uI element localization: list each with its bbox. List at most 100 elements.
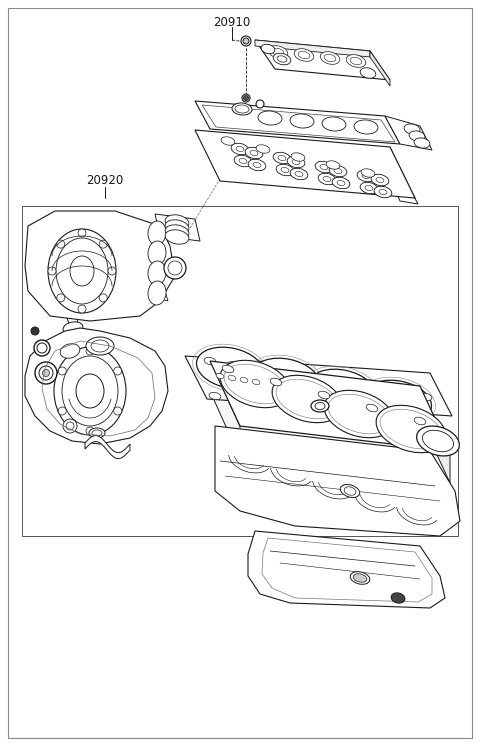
Polygon shape (185, 356, 452, 416)
Ellipse shape (290, 169, 308, 180)
Polygon shape (392, 183, 418, 204)
Polygon shape (210, 361, 240, 458)
Ellipse shape (272, 375, 342, 423)
Ellipse shape (245, 147, 263, 159)
Polygon shape (25, 328, 168, 444)
Polygon shape (148, 286, 168, 301)
Ellipse shape (291, 153, 305, 161)
Ellipse shape (414, 138, 430, 148)
Ellipse shape (222, 366, 234, 373)
Text: 20910: 20910 (214, 16, 251, 28)
Ellipse shape (365, 186, 373, 190)
Ellipse shape (31, 327, 39, 335)
Ellipse shape (281, 167, 289, 172)
Ellipse shape (312, 389, 322, 395)
Ellipse shape (396, 389, 408, 397)
Polygon shape (148, 226, 168, 241)
Ellipse shape (360, 182, 378, 194)
Ellipse shape (240, 377, 248, 383)
Ellipse shape (404, 124, 420, 134)
Ellipse shape (354, 120, 378, 134)
Polygon shape (248, 531, 445, 608)
Ellipse shape (315, 161, 333, 173)
Polygon shape (80, 424, 115, 440)
Ellipse shape (221, 137, 235, 145)
Ellipse shape (108, 267, 116, 275)
Ellipse shape (309, 369, 375, 411)
Ellipse shape (209, 392, 221, 400)
Ellipse shape (376, 405, 446, 453)
Ellipse shape (89, 428, 105, 438)
Ellipse shape (417, 426, 459, 456)
Ellipse shape (231, 143, 249, 154)
Polygon shape (195, 101, 400, 144)
Ellipse shape (58, 367, 66, 375)
Ellipse shape (233, 396, 245, 404)
Ellipse shape (252, 379, 260, 385)
Ellipse shape (276, 369, 288, 377)
Ellipse shape (242, 94, 250, 102)
Ellipse shape (257, 401, 269, 407)
Ellipse shape (409, 131, 425, 141)
Ellipse shape (58, 407, 66, 415)
Ellipse shape (228, 361, 240, 369)
Polygon shape (255, 40, 390, 80)
Ellipse shape (329, 166, 347, 177)
Ellipse shape (91, 340, 109, 352)
Ellipse shape (48, 267, 56, 275)
Ellipse shape (216, 373, 224, 379)
Ellipse shape (324, 54, 336, 62)
Polygon shape (420, 386, 450, 483)
Ellipse shape (232, 103, 252, 115)
Ellipse shape (346, 54, 366, 67)
Ellipse shape (78, 229, 86, 237)
Ellipse shape (362, 173, 370, 178)
Ellipse shape (253, 163, 261, 168)
Ellipse shape (63, 322, 83, 334)
Polygon shape (85, 436, 130, 459)
Text: 20920: 20920 (86, 175, 124, 187)
Ellipse shape (37, 343, 47, 353)
Ellipse shape (270, 378, 282, 386)
Ellipse shape (360, 68, 376, 78)
Ellipse shape (62, 356, 118, 426)
Ellipse shape (350, 571, 370, 584)
Ellipse shape (358, 398, 368, 404)
Polygon shape (255, 40, 370, 57)
Ellipse shape (290, 114, 314, 128)
Polygon shape (370, 51, 390, 86)
Ellipse shape (34, 340, 50, 356)
Ellipse shape (165, 230, 189, 244)
Ellipse shape (148, 281, 166, 305)
Ellipse shape (243, 38, 249, 44)
Ellipse shape (165, 225, 189, 239)
Ellipse shape (148, 221, 166, 245)
Ellipse shape (344, 487, 356, 495)
Ellipse shape (273, 53, 291, 65)
Ellipse shape (425, 428, 437, 436)
Ellipse shape (311, 400, 329, 412)
Ellipse shape (366, 404, 378, 412)
Ellipse shape (114, 407, 122, 415)
Ellipse shape (391, 593, 405, 603)
Ellipse shape (220, 371, 230, 377)
Ellipse shape (165, 215, 189, 229)
Ellipse shape (63, 419, 77, 433)
Ellipse shape (334, 169, 342, 174)
Ellipse shape (256, 145, 270, 153)
Ellipse shape (76, 374, 104, 408)
Ellipse shape (48, 229, 116, 313)
Ellipse shape (326, 161, 340, 169)
Ellipse shape (239, 158, 247, 163)
Ellipse shape (54, 347, 126, 435)
Ellipse shape (298, 51, 310, 59)
Ellipse shape (379, 189, 387, 195)
Ellipse shape (300, 373, 312, 380)
Ellipse shape (86, 347, 94, 355)
Ellipse shape (292, 160, 300, 165)
Ellipse shape (99, 294, 107, 302)
Ellipse shape (372, 386, 384, 392)
Ellipse shape (318, 391, 330, 399)
Polygon shape (60, 416, 80, 436)
Polygon shape (215, 426, 460, 536)
